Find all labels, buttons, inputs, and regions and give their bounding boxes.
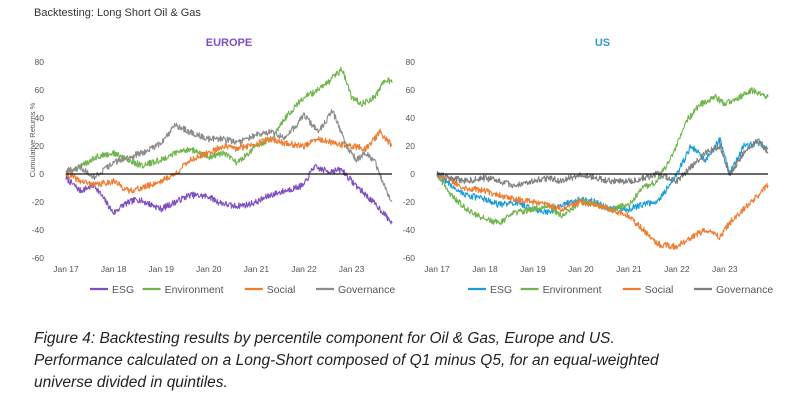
series-line-governance: [436, 138, 769, 189]
x-tick-label: Jan 22: [291, 264, 317, 274]
chart-us: US -60 -40 -20 0 20 40 60 80 Jan 17 Jan 18 Jan 19 Ja…: [403, 37, 774, 296]
x-tick-label: Jan 21: [244, 264, 270, 274]
legend-label: Environment: [165, 284, 224, 296]
x-tick-label: Jan 18: [472, 264, 498, 274]
x-tick-label: Jan 23: [339, 264, 365, 274]
y-tick-label: 60: [35, 85, 45, 95]
series-line-environment: [436, 87, 769, 226]
charts-container: EUROPE -60 -40 -20 0 20 40 60 80 Jan 17 Jan 18 Jan …: [28, 37, 774, 296]
caption-line-3: universe divided in quintiles.: [34, 374, 228, 391]
figure-caption: Figure 4: Backtesting results by percent…: [34, 328, 774, 394]
series-line-social: [65, 128, 393, 194]
x-tick-label: Jan 18: [101, 264, 127, 274]
y-tick-label: 80: [35, 57, 45, 67]
x-tick-label: Jan 19: [520, 264, 546, 274]
y-tick-label: -20: [32, 197, 45, 207]
y-tick-label: 40: [35, 113, 45, 123]
y-tick-label: -20: [403, 197, 416, 207]
y-tick-label: 60: [406, 85, 416, 95]
y-tick-label: -40: [403, 225, 416, 235]
y-tick-label: 20: [406, 141, 416, 151]
y-tick-label: -60: [32, 253, 45, 263]
x-tick-label: Jan 19: [148, 264, 174, 274]
page-title: Backtesting: Long Short Oil & Gas: [34, 7, 201, 19]
y-axis-label: Cumulative Returns %: [28, 102, 37, 177]
x-tick-label: Jan 20: [196, 264, 222, 274]
legend-label: Social: [645, 284, 674, 296]
x-tick-label: Jan 21: [616, 264, 642, 274]
y-tick-label: -40: [32, 225, 45, 235]
series-line-governance: [65, 108, 393, 203]
x-tick-label: Jan 23: [712, 264, 738, 274]
chart-title: EUROPE: [206, 37, 252, 49]
chart-europe: EUROPE -60 -40 -20 0 20 40 60 80 Jan 17 Jan 18 Jan …: [28, 37, 395, 296]
legend-label: ESG: [490, 284, 512, 296]
legend: ESG Environment Social Governance: [468, 284, 773, 296]
legend-label: Environment: [543, 284, 602, 296]
caption-line-2: Performance calculated on a Long-Short c…: [34, 352, 659, 369]
x-tick-label: Jan 17: [53, 264, 79, 274]
y-tick-label: 80: [406, 57, 416, 67]
x-tick-label: Jan 22: [664, 264, 690, 274]
caption-line-1: Figure 4: Backtesting results by percent…: [34, 330, 615, 347]
series-line-environment: [65, 66, 393, 176]
legend-label: ESG: [112, 284, 134, 296]
chart-title: US: [595, 37, 610, 49]
y-tick-label: 0: [39, 169, 44, 179]
legend-label: Governance: [716, 284, 773, 296]
legend-label: Governance: [338, 284, 395, 296]
legend: ESG Environment Social Governance: [90, 284, 395, 296]
x-tick-label: Jan 17: [424, 264, 450, 274]
y-tick-label: -60: [403, 253, 416, 263]
x-tick-label: Jan 20: [568, 264, 594, 274]
legend-label: Social: [267, 284, 296, 296]
series-line-social: [436, 171, 769, 250]
y-tick-label: 40: [406, 113, 416, 123]
y-tick-label: 20: [35, 141, 45, 151]
series-line-esg: [65, 164, 393, 225]
y-tick-label: 0: [410, 169, 415, 179]
